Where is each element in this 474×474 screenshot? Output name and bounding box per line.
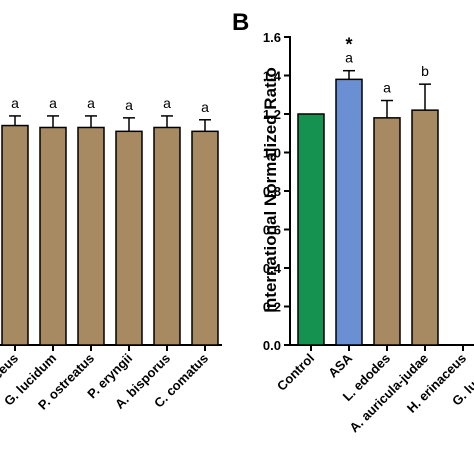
- bar: [1, 124, 29, 346]
- significance-letter: a: [201, 99, 209, 115]
- x-tick-label: ASA: [325, 350, 355, 380]
- significance-letter: a: [345, 50, 353, 66]
- y-tick-label: 0.2: [263, 300, 281, 315]
- y-tick-label: 1.4: [263, 69, 282, 84]
- y-axis-label: International Normalized Ratio: [261, 67, 280, 313]
- bar: [191, 130, 219, 346]
- significance-star: *: [345, 35, 352, 55]
- y-tick-label: 0.6: [263, 223, 281, 238]
- significance-letter: a: [125, 97, 133, 113]
- significance-letter: a: [383, 80, 391, 96]
- y-tick-label: 1.2: [263, 107, 281, 122]
- y-tick-label: 0.4: [263, 261, 282, 276]
- bar: [297, 113, 325, 346]
- significance-letter: b: [421, 63, 429, 79]
- y-tick-label: 0.8: [263, 184, 281, 199]
- panel-label: B: [232, 9, 249, 36]
- bar: [39, 126, 67, 346]
- bar: [373, 117, 401, 346]
- bar: [411, 109, 439, 346]
- significance-letter: a: [11, 95, 19, 111]
- significance-letter: a: [87, 95, 95, 111]
- y-tick-label: 1.6: [263, 30, 281, 45]
- y-tick-label: 0.0: [263, 338, 281, 353]
- bar: [335, 78, 363, 346]
- significance-letter: a: [163, 95, 171, 111]
- bar: [77, 126, 105, 346]
- y-tick-label: 1.0: [263, 146, 281, 161]
- bar: [153, 126, 181, 346]
- significance-letter: a: [49, 95, 57, 111]
- bar: [115, 130, 143, 346]
- x-tick-label: Control: [274, 351, 317, 394]
